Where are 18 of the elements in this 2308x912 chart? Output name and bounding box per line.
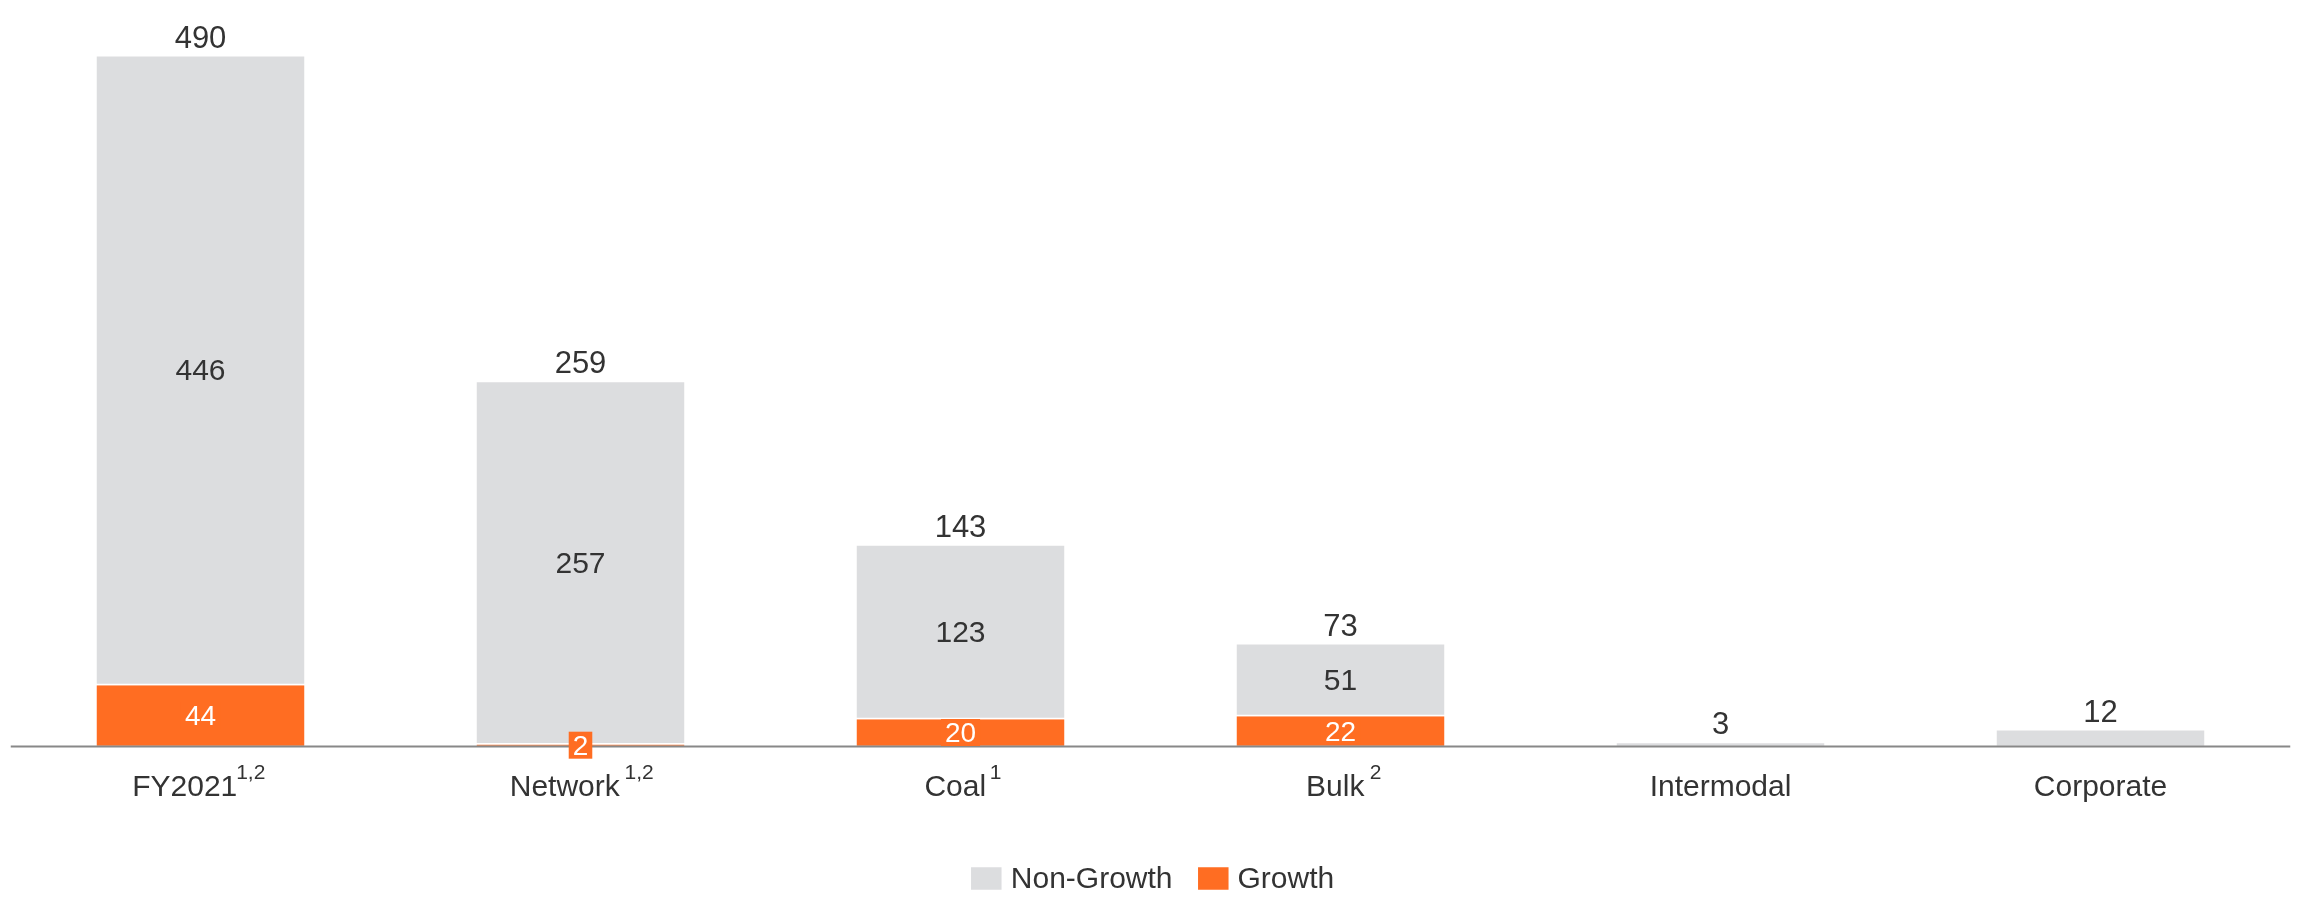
legend-label: Non-Growth: [1010, 861, 1173, 895]
x-tick-label: Intermodal: [1649, 768, 1792, 802]
total-label: 12: [2083, 693, 2118, 729]
total-label: 490: [174, 19, 227, 55]
data-label: 20: [944, 717, 977, 749]
data-label: 123: [935, 614, 986, 648]
data-label: 51: [1323, 662, 1358, 696]
total-label: 3: [1711, 706, 1730, 742]
total-label: 259: [554, 345, 607, 381]
legend-label: Growth: [1237, 861, 1335, 895]
x-tick-label: Corporate: [2033, 768, 2168, 802]
data-label: 446: [175, 353, 226, 387]
total-label: 143: [934, 508, 987, 544]
data-label: 44: [184, 700, 217, 732]
data-label: 2: [572, 729, 589, 761]
data-label: 257: [555, 545, 606, 579]
data-label: 22: [1324, 715, 1357, 747]
total-label: 73: [1323, 607, 1358, 643]
